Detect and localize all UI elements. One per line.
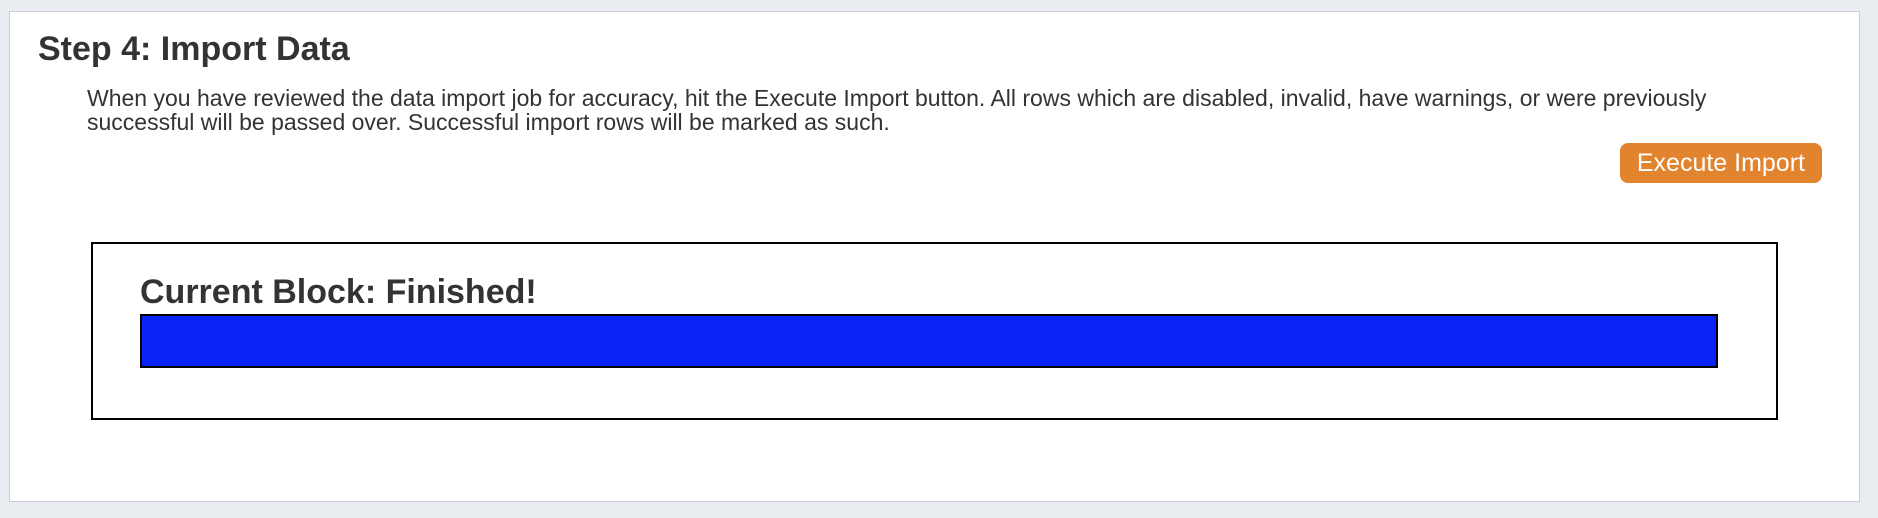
execute-import-button[interactable]: Execute Import xyxy=(1619,143,1822,183)
content-panel: Step 4: Import Data When you have review… xyxy=(9,11,1860,502)
current-block-box: Current Block: Finished! xyxy=(91,242,1778,420)
step-title: Step 4: Import Data xyxy=(38,30,350,68)
button-row: Execute Import xyxy=(10,143,1822,183)
progress-bar-fill xyxy=(142,316,1716,366)
step-description: When you have reviewed the data import j… xyxy=(87,85,1707,135)
current-block-label: Current Block: Finished! xyxy=(140,273,537,311)
progress-bar-track xyxy=(140,314,1718,368)
